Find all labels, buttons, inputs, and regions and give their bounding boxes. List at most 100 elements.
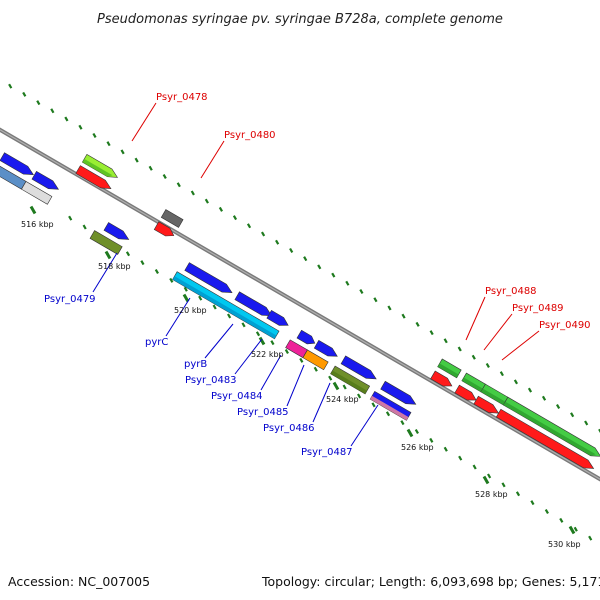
upper-tick-dot <box>303 256 308 262</box>
gene-psyr-0479-blue-shape <box>103 222 130 240</box>
lower-tick-dot <box>169 277 174 283</box>
gene-psyr-0486-blue[interactable] <box>380 380 418 408</box>
lower-tick-dot <box>241 322 246 328</box>
gene-psyr-0479-blue[interactable] <box>103 222 131 244</box>
upper-tick-dot <box>289 247 294 253</box>
gene-psyr-0480-red[interactable] <box>153 221 176 240</box>
gene-label-psyr-0478[interactable]: Psyr_0478 <box>156 92 208 103</box>
genome-backbone <box>0 127 600 482</box>
lower-gene-labels: Psyr_0479 pyrC pyrB Psyr_0483 Psyr_0484 … <box>44 294 353 458</box>
gene-pyrc-blue[interactable] <box>184 262 234 297</box>
upper-tick-dot <box>162 174 167 180</box>
gene-label-psyr-0490[interactable]: Psyr_0490 <box>539 320 591 331</box>
upper-tick-dot <box>499 371 504 377</box>
gene-label-psyr-0487[interactable]: Psyr_0487 <box>301 447 353 458</box>
lower-tick-dot <box>198 295 203 301</box>
upper-tick-dot <box>8 83 13 89</box>
lower-tick-dot <box>82 224 87 230</box>
gene-psyr-0487[interactable] <box>369 390 412 421</box>
gene-long-red-shape <box>495 408 595 469</box>
gene-psyr-0489-red[interactable] <box>454 384 479 404</box>
lower-tick-dot <box>487 473 492 479</box>
gene-pyrc[interactable] <box>172 271 280 340</box>
gene-psyr-0484[interactable] <box>302 349 329 371</box>
lower-tick-dot <box>284 349 289 354</box>
gene-label-psyr-0484[interactable]: Psyr_0484 <box>211 391 263 402</box>
lower-tick-dot <box>125 251 131 257</box>
upper-tick-dot <box>331 272 336 278</box>
features-layer <box>0 152 600 472</box>
gene-pyrb-blue[interactable] <box>234 291 274 320</box>
gene-label-psyr-0486[interactable]: Psyr_0486 <box>263 423 315 434</box>
upper-tick-dot <box>584 420 589 426</box>
gene-psyr-0478-top[interactable] <box>81 153 119 181</box>
gene-long-green-shape <box>502 396 600 457</box>
upper-tick-dot <box>555 404 561 410</box>
upper-tick-dot <box>345 280 350 286</box>
major-tick <box>29 205 37 215</box>
upper-tick-dot <box>359 289 364 295</box>
gene-psyr-0478-bottom[interactable] <box>75 165 113 193</box>
upper-tick-dot <box>64 116 69 122</box>
gene-psyr-0488-green[interactable] <box>437 358 462 379</box>
gene-label-pyrc[interactable]: pyrC <box>145 337 168 348</box>
gene-label-psyr-0480[interactable]: Psyr_0480 <box>224 130 276 141</box>
gene-label-psyr-0479[interactable]: Psyr_0479 <box>44 294 96 305</box>
gene-light-grey[interactable] <box>21 181 53 205</box>
gene-label-psyr-0489[interactable]: Psyr_0489 <box>512 303 564 314</box>
lower-tick-dot <box>458 455 463 461</box>
gene-label-psyr-0488[interactable]: Psyr_0488 <box>485 286 537 297</box>
gene-label-pyrb[interactable]: pyrB <box>184 359 207 370</box>
gene-psyr-0485[interactable] <box>330 365 371 395</box>
lower-tick-dot <box>328 375 333 381</box>
gene-psyr-0490-red[interactable] <box>473 395 501 417</box>
leader-psyr-0478 <box>131 102 157 142</box>
lower-tick-dot <box>371 402 376 408</box>
leader-psyr-0488 <box>465 296 486 341</box>
tick-label-518: 518 kbp <box>98 262 131 271</box>
gene-psyr-0484-blue[interactable] <box>313 339 339 360</box>
gene-psyr-0485-shade <box>330 370 368 394</box>
upper-tick-dot <box>120 149 125 155</box>
gene-psyr-0488-green-shade <box>437 363 459 378</box>
lower-tick-dot <box>472 464 477 470</box>
tick-marks-layer <box>8 83 600 541</box>
gene-psyr-0488-red-shape <box>430 370 453 387</box>
major-tick <box>104 250 112 260</box>
gene-long-red[interactable] <box>495 408 596 472</box>
gene-blue-b[interactable] <box>0 152 36 179</box>
gene-psyr-0485-blue[interactable] <box>340 355 378 383</box>
tick-label-520: 520 kbp <box>174 306 207 315</box>
major-tick <box>332 381 340 391</box>
gene-psyr-0480-grey[interactable] <box>160 209 184 228</box>
upper-tick-dot <box>148 165 153 171</box>
upper-tick-dot <box>471 354 476 360</box>
upper-tick-dot <box>401 313 406 319</box>
gene-psyr-0479-olive[interactable] <box>89 230 123 255</box>
gene-blue-b-shape <box>0 152 34 176</box>
lower-tick-dot <box>299 357 304 363</box>
upper-tick-dot <box>92 132 97 138</box>
upper-tick-dot <box>260 231 266 237</box>
upper-tick-dot <box>541 395 547 401</box>
gene-blue-c[interactable] <box>31 170 61 193</box>
leader-psyr-0485 <box>286 364 305 407</box>
leader-pyrc <box>165 297 191 337</box>
gene-label-psyr-0483[interactable]: Psyr_0483 <box>185 375 237 386</box>
lower-tick-dot <box>313 366 318 372</box>
upper-tick-dot <box>190 190 195 196</box>
lower-tick-dot <box>357 393 362 399</box>
gene-long-green[interactable] <box>502 396 600 460</box>
upper-tick-dot <box>134 157 139 163</box>
gene-long-green-shade <box>503 401 596 456</box>
upper-tick-dot <box>232 215 238 221</box>
lower-tick-dot <box>443 446 448 452</box>
gene-psyr-0488-red[interactable] <box>430 370 455 390</box>
gene-label-psyr-0485[interactable]: Psyr_0485 <box>237 407 289 418</box>
gene-psyr-0484-blue-shape <box>313 339 338 357</box>
accession-label: Accession: NC_007005 <box>8 574 150 589</box>
gene-psyr-0490-red-shape <box>473 395 500 414</box>
gene-psyr-0483-blue[interactable] <box>296 329 317 347</box>
gene-small-blue[interactable] <box>266 310 291 329</box>
tick-label-516: 516 kbp <box>21 220 54 229</box>
